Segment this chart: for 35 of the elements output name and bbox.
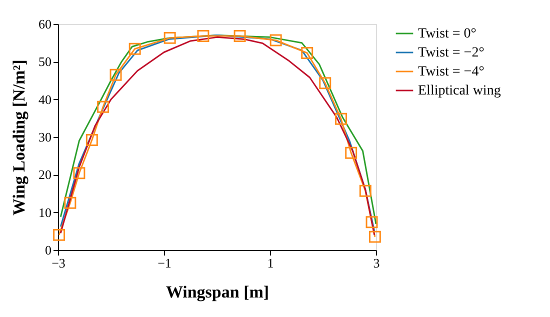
point [359,184,372,197]
y-tick-label: 30 [38,130,52,144]
point [345,146,358,159]
point [301,47,314,59]
point [53,228,66,241]
y-tick-label: 40 [38,92,52,107]
point [164,32,176,44]
x-axis-title: Wingspan [m] [166,282,270,302]
point [64,196,76,209]
point [197,30,210,42]
legend-label: Elliptical wing [418,84,501,98]
y-tick-label: 60 [38,16,52,32]
y-axis-title: Wing Loading [N/m²] [10,60,28,216]
point [97,100,110,113]
legend-label: Twist = −2° [418,46,484,60]
x-tick-label: −3 [52,256,66,270]
x-tick-label: −1 [158,256,172,270]
point [366,216,378,228]
y-tick-label: 50 [38,54,52,70]
y-tick-label: 0 [45,242,52,258]
point [234,30,246,42]
y-tick-label: 20 [38,167,52,182]
x-tick-label: 1 [267,256,274,270]
point [335,112,348,125]
legend-label: Twist = 0° [418,26,476,42]
point [319,77,332,90]
point [128,42,141,55]
point [368,230,381,243]
x-tick-label: 3 [373,256,380,270]
legend-label: Twist = −4° [418,64,484,80]
point [110,68,122,81]
y-tick-label: 10 [38,204,52,220]
point [86,134,98,146]
point [270,34,282,46]
point [73,167,86,180]
